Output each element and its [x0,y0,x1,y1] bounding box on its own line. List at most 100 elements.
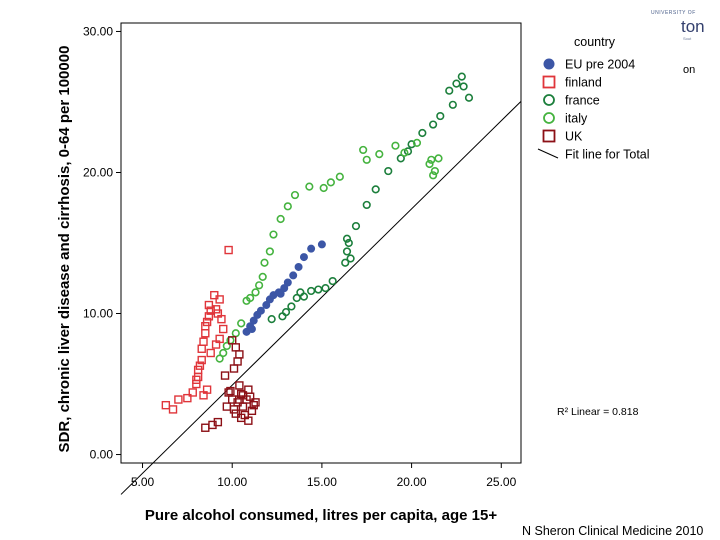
legend-marker-france [543,94,555,106]
point-italy [258,272,267,281]
point-eu-pre-2004 [294,262,303,271]
legend-label-fit-line: Fit line for Total [565,148,650,162]
point-france [457,72,466,81]
citation-credit: N Sheron Clinical Medicine 2010 [522,524,704,538]
point-france [436,111,445,121]
point-finland [199,391,208,400]
point-italy [434,154,443,163]
point-eu-pre-2004 [283,278,292,287]
legend-marker-eu-pre-2004 [543,58,555,70]
point-france [342,234,352,243]
point-finland [174,395,183,404]
point-finland [202,317,212,327]
logo-tiny-text: Sout [683,36,692,41]
point-eu-pre-2004 [276,289,285,298]
point-italy [429,171,438,180]
point-finland [201,322,210,331]
point-france [459,82,468,91]
point-uk [235,395,244,404]
point-italy [231,329,240,338]
point-france [292,293,301,303]
point-france [362,200,371,210]
point-finland [183,393,192,403]
point-italy [427,155,436,164]
point-uk [231,409,240,418]
point-finland [161,400,171,410]
point-italy [260,258,269,267]
legend-label-italy: italy [565,112,588,126]
legend-label-uk: UK [565,130,583,144]
point-france [296,288,305,297]
x-tick-label: 10.00 [217,475,247,489]
point-finland [224,245,233,255]
point-finland [211,340,221,349]
x-tick-label: 15.00 [307,475,337,489]
point-italy [237,319,246,328]
point-france [287,302,296,311]
point-finland [199,337,208,346]
point-france [464,93,474,102]
point-france [328,276,337,286]
point-finland [204,300,214,310]
point-italy [359,145,368,155]
point-eu-pre-2004 [280,284,289,293]
point-france [452,79,461,88]
point-italy [412,138,422,147]
point-italy [251,288,260,297]
point-finland [195,361,205,370]
point-italy [425,159,434,169]
point-finland [211,305,221,314]
fit-line-layer [120,100,522,495]
point-finland [206,348,215,358]
point-finland [193,365,203,375]
point-finland [188,388,197,397]
point-france [341,258,350,267]
legend-marker-finland [542,75,556,89]
point-italy [362,155,371,164]
point-finland [197,355,206,365]
point-france [429,120,438,129]
point-eu-pre-2004 [289,271,298,280]
point-italy [290,190,300,200]
point-france [278,312,287,321]
point-france [344,238,353,248]
point-france [342,247,352,256]
point-france [445,86,454,95]
x-axis-title: Pure alcohol consumed, litres per capita… [145,507,497,524]
r2-label: R² Linear = 0.818 [557,406,639,418]
point-uk [226,386,235,396]
point-uk [244,416,253,425]
point-finland [217,314,226,324]
logo-big-text: ton [681,17,705,36]
point-italy [215,354,224,363]
x-tick-label: 25.00 [486,475,516,489]
point-uk [229,405,239,414]
point-italy [305,182,314,191]
point-france [267,315,276,324]
fit-line [120,100,522,495]
point-uk [235,350,244,359]
point-italy [375,150,384,159]
point-france [351,221,361,231]
x-tick-label: 5.00 [131,475,155,489]
point-italy [222,341,231,351]
data-points [161,72,474,432]
point-eu-pre-2004 [247,325,256,334]
point-italy [326,178,335,187]
point-uk [201,423,210,432]
point-uk [213,417,223,427]
point-italy [335,172,344,181]
point-uk [229,364,239,373]
point-eu-pre-2004 [307,244,316,253]
point-france [418,128,427,138]
logo-small-text: UNIVERSITY OF [651,10,696,16]
point-uk [247,406,257,416]
legend-marker-italy [543,112,555,124]
point-finland [219,324,228,334]
university-logo: UNIVERSITY OF ton Sout [645,6,720,46]
point-italy [283,202,292,211]
point-eu-pre-2004 [262,301,271,310]
point-italy [219,348,228,358]
point-uk [236,389,246,399]
